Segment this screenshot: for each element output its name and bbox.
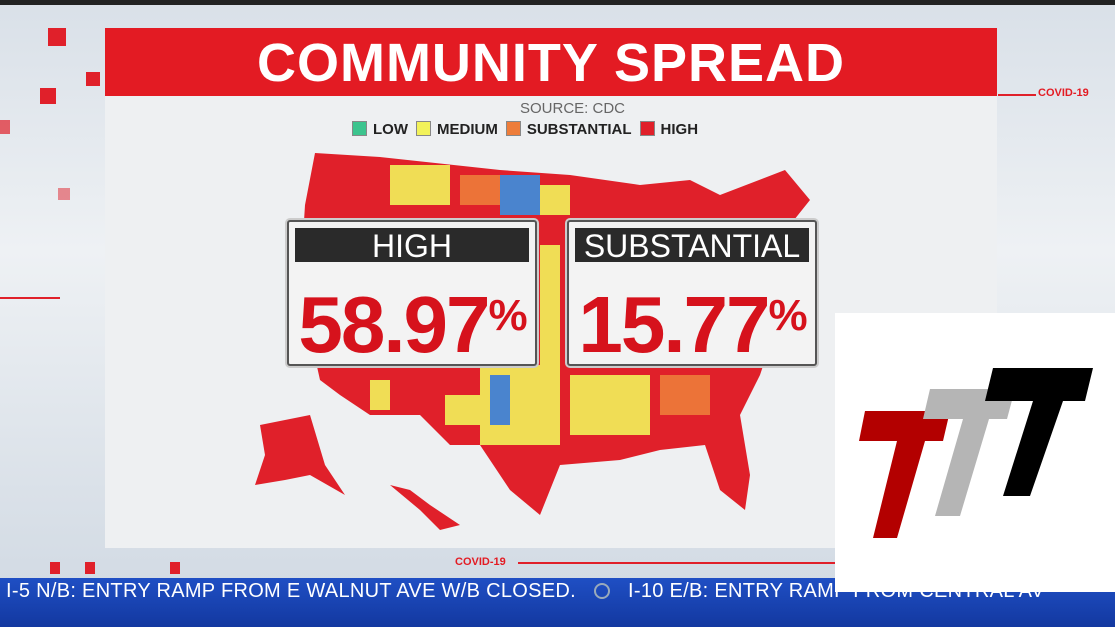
stat-number: 58.97 xyxy=(298,280,490,369)
decor-line xyxy=(998,94,1036,96)
decor-square xyxy=(170,562,180,574)
channel-logo xyxy=(835,313,1115,592)
legend-substantial: SUBSTANTIAL xyxy=(505,121,632,138)
covid-tag-bottom: COVID-19 xyxy=(455,556,506,568)
swatch-icon xyxy=(639,121,655,136)
stat-label: SUBSTANTIAL xyxy=(575,228,809,264)
swatch-icon xyxy=(352,121,367,136)
decor-square xyxy=(40,88,56,104)
decor-line xyxy=(0,297,60,299)
legend-medium: MEDIUM xyxy=(416,121,498,138)
stat-value: 15.77% xyxy=(569,268,815,373)
decor-square xyxy=(48,28,66,46)
stat-unit: % xyxy=(768,291,808,340)
map-patches xyxy=(370,165,710,445)
legend-label: HIGH xyxy=(660,121,699,138)
decor-line xyxy=(518,562,838,564)
swatch-icon xyxy=(416,121,431,136)
stat-box-high: HIGH 58.97% xyxy=(287,220,537,369)
decor-square xyxy=(50,562,60,574)
stat-box-substantial: SUBSTANTIAL 15.77% xyxy=(567,220,817,369)
stat-number: 15.77 xyxy=(578,280,770,369)
covid-tag: COVID-19 xyxy=(1038,87,1089,99)
alaska xyxy=(255,415,345,495)
decor-square xyxy=(86,72,100,86)
stat-value: 58.97% xyxy=(289,268,535,373)
source-label: SOURCE: CDC xyxy=(519,100,625,117)
swatch-icon xyxy=(505,121,521,136)
legend: LOW MEDIUM SUBSTANTIAL HIGH xyxy=(352,121,698,138)
legend-label: MEDIUM xyxy=(437,121,498,138)
legend-high: HIGH xyxy=(639,121,699,138)
legend-label: LOW xyxy=(373,121,408,138)
top-strip xyxy=(0,0,1115,5)
stat-label: HIGH xyxy=(295,228,529,264)
hawaii xyxy=(390,485,460,530)
decor-square xyxy=(85,562,95,574)
stat-unit: % xyxy=(488,291,528,340)
legend-low: LOW xyxy=(352,121,408,138)
decor-square xyxy=(0,120,10,134)
decor-square xyxy=(58,188,70,200)
cbs-eye-icon xyxy=(594,583,610,599)
page-title: COMMUNITY SPREAD xyxy=(105,28,997,96)
ticker-item: I-5 N/B: ENTRY RAMP FROM E WALNUT AVE W/… xyxy=(6,580,576,602)
legend-label: SUBSTANTIAL xyxy=(526,121,632,138)
ttt-logo-icon xyxy=(859,368,1093,538)
